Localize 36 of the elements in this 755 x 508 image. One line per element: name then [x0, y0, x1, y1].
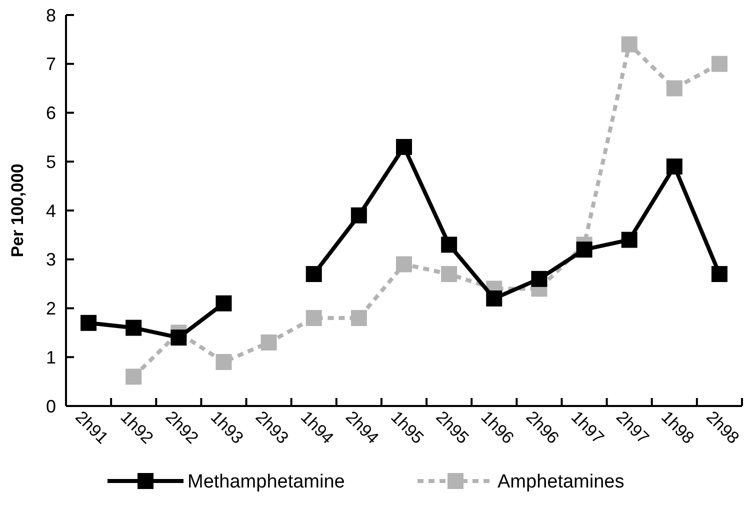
point: [216, 295, 232, 312]
point: [80, 314, 97, 331]
y-tick-label: 7: [46, 54, 56, 74]
y-axis-title: Per 100,000: [8, 164, 27, 258]
point: [666, 80, 682, 96]
point: [531, 270, 548, 287]
y-tick-label: 1: [46, 347, 56, 368]
y-tick-label: 2: [46, 298, 56, 319]
y-tick-label: 8: [46, 5, 56, 26]
point: [486, 290, 502, 306]
point: [441, 266, 458, 282]
point: [711, 266, 728, 282]
point: [711, 56, 728, 72]
point: [126, 320, 142, 336]
y-tick-label: 4: [46, 200, 56, 221]
point: [666, 158, 682, 175]
point: [170, 330, 187, 346]
point: [441, 236, 458, 253]
y-tick-label: 6: [46, 103, 56, 124]
point: [306, 310, 322, 326]
point: [396, 138, 412, 155]
point: [126, 368, 142, 385]
point: [576, 242, 592, 258]
point: [350, 310, 367, 326]
y-tick-label: 3: [46, 250, 56, 270]
point: [216, 354, 232, 370]
legend-label: Methamphetamine: [188, 472, 345, 493]
point: [621, 232, 638, 248]
point: [621, 36, 638, 52]
point: [260, 334, 277, 350]
y-tick-label: 0: [46, 396, 56, 416]
y-tick-label: 5: [46, 152, 56, 172]
point: [396, 256, 412, 272]
point: [350, 207, 367, 224]
legend-label: Amphetamines: [498, 472, 624, 493]
point: [306, 266, 322, 282]
